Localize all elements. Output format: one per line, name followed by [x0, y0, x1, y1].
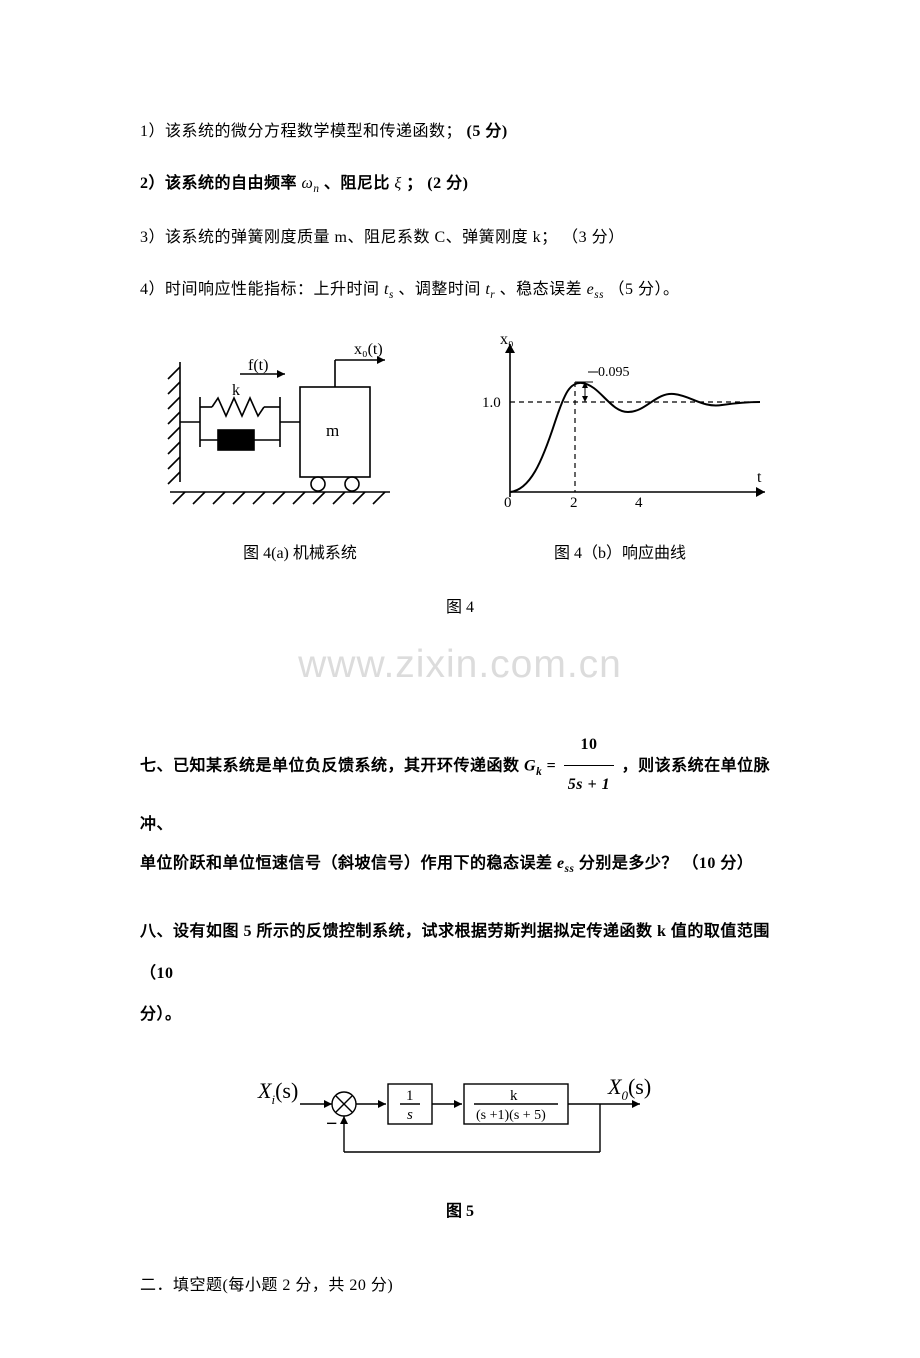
q4-text-c: 、稳态误差 [500, 281, 583, 298]
figure-4-row: f(t) k c m x₀(t) [140, 332, 780, 530]
y-axis-label: x₀ [500, 332, 514, 348]
fig5-caption: 图 5 [140, 1200, 780, 1224]
q7-text-c: 单位阶跃和单位恒速信号（斜坡信号）作用下的稳态误差 [140, 855, 553, 872]
response-curve-chart: x₀ t 0 2 4 1.0 0.095 [470, 332, 780, 522]
question-3: 3）该系统的弹簧刚度质量 m、阻尼系数 C、弹簧刚度 k； （3 分） [140, 226, 780, 250]
xtick-2: 2 [570, 495, 578, 511]
figure-4-captions: 图 4(a) 机械系统 图 4（b）响应曲线 [140, 542, 780, 566]
question-7: 七、已知某系统是单位负反馈系统，其开环传递函数 Gk = 10 5s + 1 ，… [140, 728, 780, 883]
gk-fraction: 10 5s + 1 [564, 726, 614, 804]
question-1: 1）该系统的微分方程数学模型和传递函数； (5 分) [140, 120, 780, 144]
block1-den: s [407, 1107, 413, 1123]
q3-text: 3）该系统的弹簧刚度质量 m、阻尼系数 C、弹簧刚度 k； [140, 229, 558, 246]
q7-ess-sub: ss [565, 863, 575, 875]
block2-den: (s +1)(s + 5) [476, 1108, 546, 1123]
q7-points: （10 分） [682, 855, 753, 872]
ft-label: f(t) [248, 357, 268, 374]
question-4: 4）时间响应性能指标：上升时间 ts 、调整时间 tr 、稳态误差 ess （5… [140, 278, 780, 304]
ts-sub: s [389, 289, 394, 301]
omega-symbol: ω [302, 175, 314, 192]
q7-eq: = [547, 758, 561, 775]
q1-points: (5 分) [467, 123, 508, 140]
fig4a-caption: 图 4(a) 机械系统 [140, 542, 460, 566]
origin-label: 0 [504, 495, 512, 511]
q8-text-b: 分）。 [140, 1006, 182, 1023]
watermark-text: www.zixin.com.cn [140, 636, 780, 695]
block1-num: 1 [406, 1088, 414, 1104]
gk-symbol: G [524, 758, 536, 775]
figure-4a: f(t) k c m x₀(t) [140, 332, 400, 530]
q4-text-b: 、调整时间 [398, 281, 481, 298]
ytick-1: 1.0 [482, 395, 501, 411]
q7-text-d: 分别是多少？ [579, 855, 678, 872]
c-label: c [230, 414, 237, 430]
mechanical-system-diagram: f(t) k c m x₀(t) [140, 332, 400, 522]
section-2-heading: 二．填空题(每小题 2 分，共 20 分) [140, 1274, 780, 1298]
gk-num: 10 [564, 726, 614, 765]
m-label: m [326, 421, 339, 440]
omega-sub: n [313, 183, 319, 195]
question-8: 八、设有如图 5 所示的反馈控制系统，试求根据劳斯判据拟定传递函数 k 值的取值… [140, 911, 780, 1036]
fig4-center-caption: 图 4 [140, 596, 780, 620]
q4-text-a: 4）时间响应性能指标：上升时间 [140, 281, 380, 298]
xtick-4: 4 [635, 495, 643, 511]
gk-sub: k [536, 766, 542, 778]
xo-label: X0(s) [607, 1074, 651, 1103]
q2-text-b: 、阻尼比 [324, 175, 390, 192]
q3-points: （3 分） [562, 229, 625, 246]
tr-sub: r [490, 289, 495, 301]
q1-text: 1）该系统的微分方程数学模型和传递函数； [140, 123, 462, 140]
x0t-label: x₀(t) [354, 341, 383, 358]
question-2: 2）该系统的自由频率 ωn 、阻尼比 ξ ； (2 分) [140, 172, 780, 198]
q7-ess: e [557, 855, 565, 872]
gk-den: 5s + 1 [564, 766, 614, 804]
figure-5: Xi(s) X0(s) 1 s k (s +1)(s + 5) − [140, 1064, 780, 1182]
figure-4b: x₀ t 0 2 4 1.0 0.095 [470, 332, 780, 530]
block-diagram-svg: Xi(s) X0(s) 1 s k (s +1)(s + 5) − [240, 1064, 680, 1174]
block2-num: k [510, 1088, 518, 1104]
q2-text-c: ； [406, 175, 423, 192]
q2-points: (2 分) [427, 175, 468, 192]
ess-sub: ss [594, 289, 604, 301]
q2-text-a: 2）该系统的自由频率 [140, 175, 297, 192]
minus-sign: − [326, 1113, 337, 1135]
x-axis-label: t [757, 469, 762, 486]
q4-points: （5 分）。 [609, 281, 680, 298]
q8-text-a: 八、设有如图 5 所示的反馈控制系统，试求根据劳斯判据拟定传递函数 k 值的取值… [140, 923, 770, 982]
xi-symbol: ξ [394, 175, 401, 192]
k-label: k [232, 382, 240, 399]
overshoot-label: 0.095 [598, 365, 630, 380]
q7-text-a: 七、已知某系统是单位负反馈系统，其开环传递函数 [140, 758, 520, 775]
xi-label: Xi(s) [257, 1078, 298, 1107]
fig4b-caption: 图 4（b）响应曲线 [460, 542, 780, 566]
